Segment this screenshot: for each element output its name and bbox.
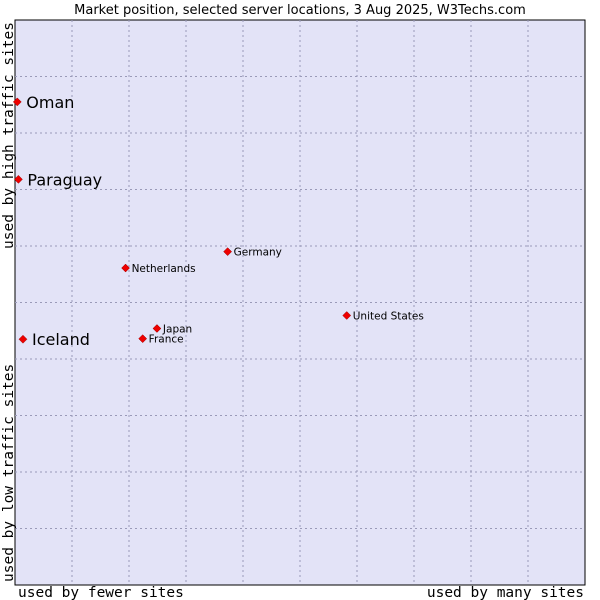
point-netherlands (121, 263, 130, 273)
point-oman (12, 97, 22, 107)
point-label-united-states: United States (353, 310, 424, 322)
x-axis-label-right: used by many sites (427, 585, 584, 600)
y-axis-label-bottom: used by low traffic sites (1, 364, 17, 582)
point-iceland (18, 334, 28, 344)
point-label-iceland: Iceland (32, 330, 90, 349)
chart-title: Market position, selected server locatio… (74, 3, 526, 18)
point-label-france: France (149, 334, 184, 346)
data-points: Oman Paraguay Iceland Germany Netherlands Uni… (12, 93, 424, 349)
point-label-netherlands: Netherlands (132, 263, 196, 275)
point-label-germany: Germany (234, 247, 282, 259)
x-axis-label-left: used by fewer sites (18, 585, 184, 600)
point-japan (152, 324, 162, 333)
point-paraguay (14, 174, 23, 184)
point-france (138, 334, 148, 344)
y-axis-label-top: used by high traffic sites (1, 22, 17, 249)
point-germany (223, 247, 232, 257)
point-label-oman: Oman (26, 93, 74, 112)
grid (15, 20, 585, 585)
point-label-paraguay: Paraguay (27, 170, 102, 189)
point-label-japan: Japan (162, 323, 192, 335)
point-united-states (342, 311, 352, 320)
